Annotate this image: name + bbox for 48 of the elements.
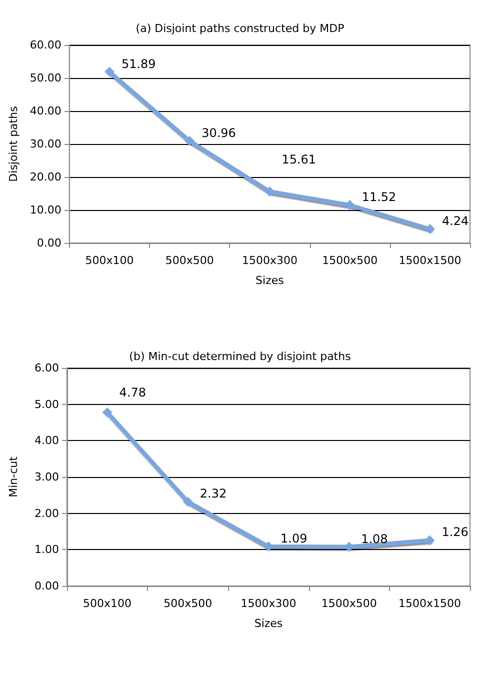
y-axis-title: Disjoint paths xyxy=(7,106,20,182)
point xyxy=(182,496,193,507)
data-label: 2.32 xyxy=(200,486,227,501)
y-tick-label: 5.00 xyxy=(34,398,59,411)
point xyxy=(344,200,355,210)
y-tick-label: 50.00 xyxy=(30,72,62,84)
y-tick-label: 30.00 xyxy=(30,138,62,150)
point xyxy=(104,66,114,77)
data-label: 1.26 xyxy=(442,525,468,540)
y-tick-label: 6.00 xyxy=(34,362,59,374)
y-tick-label: 20.00 xyxy=(30,170,62,184)
data-label: 15.61 xyxy=(282,152,316,166)
x-tick-label: 1500x300 xyxy=(242,254,298,267)
data-label: 30.96 xyxy=(202,126,236,140)
y-tick-label: 60.00 xyxy=(30,38,62,52)
x-tick-label: 500x100 xyxy=(85,254,134,267)
point xyxy=(184,136,195,146)
x-tick-label: 500x500 xyxy=(164,597,212,610)
y-tick-label: 10.00 xyxy=(30,204,62,216)
x-tick-label: 500x500 xyxy=(165,254,214,267)
y-tick-label: 4.00 xyxy=(34,434,59,448)
point xyxy=(264,541,274,552)
y-tick-label: 0.00 xyxy=(36,236,62,250)
data-label: 11.52 xyxy=(362,190,396,204)
point xyxy=(264,186,275,196)
y-tick-label: 0.00 xyxy=(34,580,59,592)
chart-title: (b) Min-cut determined by disjoint paths xyxy=(129,350,352,363)
x-axis-title: Sizes xyxy=(254,617,283,630)
point xyxy=(424,224,435,234)
point xyxy=(102,407,112,418)
y-tick-label: 3.00 xyxy=(34,470,59,484)
y-axis-title: Min-cut xyxy=(7,456,20,498)
x-axis-title: Sizes xyxy=(256,274,284,287)
data-label: 4.24 xyxy=(442,214,469,228)
x-tick-label: 1500x1500 xyxy=(398,597,461,610)
data-label: 51.89 xyxy=(121,56,156,71)
x-tick-label: 1500x1500 xyxy=(398,254,462,267)
data-label: 1.08 xyxy=(361,532,388,546)
data-label: 1.09 xyxy=(280,531,308,546)
x-tick-label: 1500x500 xyxy=(322,254,378,267)
chart-title: (a) Disjoint paths constructed by MDP xyxy=(136,22,345,35)
x-tick-label: 1500x300 xyxy=(240,597,296,610)
y-tick-label: 1.00 xyxy=(34,543,59,556)
y-tick-label: 2.00 xyxy=(34,506,59,520)
x-tick-label: 500x100 xyxy=(83,597,132,610)
y-tick-label: 40.00 xyxy=(30,104,62,118)
x-tick-label: 1500x500 xyxy=(321,597,377,610)
data-label: 4.78 xyxy=(119,385,146,400)
